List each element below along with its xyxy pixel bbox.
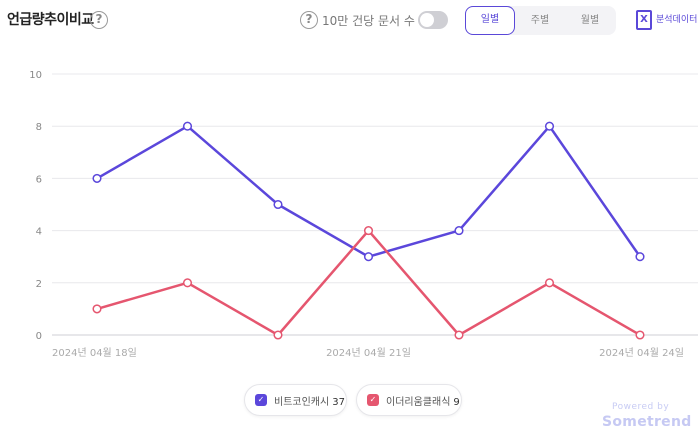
chart-header: 언급량추이비교 ? ? 10만 건당 문서 수 일별 주별 월별 X 분석데이터 bbox=[0, 0, 700, 40]
series-1-point[interactable] bbox=[363, 252, 374, 262]
x-axis-ticks: 2024년 04월 18일 2024년 04월 21일 2024년 04월 24일 bbox=[52, 347, 684, 359]
page-title: 언급량추이비교 bbox=[7, 12, 94, 28]
legend-series-2-count: 9 bbox=[453, 397, 460, 408]
series-1 bbox=[92, 121, 645, 262]
y-tick-label: 2 bbox=[36, 279, 42, 290]
series-1-point[interactable] bbox=[273, 199, 283, 210]
x-tick-label: 2024년 04월 24일 bbox=[599, 347, 684, 359]
period-weekly-button[interactable]: 주별 bbox=[530, 15, 550, 26]
series-2-point[interactable] bbox=[363, 226, 374, 236]
y-tick-label: 8 bbox=[36, 122, 42, 133]
powered-by-label: Powered by bbox=[612, 402, 670, 412]
y-tick-label: 4 bbox=[36, 227, 42, 238]
legend-item-series-2[interactable]: ✓ 이더리움클래식 9 bbox=[356, 384, 462, 416]
series-2-point[interactable] bbox=[544, 278, 555, 288]
y-axis-ticks: 0 2 4 6 8 10 bbox=[29, 70, 42, 342]
excel-icon: X bbox=[636, 10, 652, 30]
series-2-point[interactable] bbox=[454, 330, 464, 340]
help-icon[interactable]: ? bbox=[90, 11, 108, 29]
series-2-point[interactable] bbox=[635, 330, 645, 340]
legend-series-2-name: 이더리움클래식 bbox=[386, 397, 451, 408]
export-data-button[interactable]: X 분석데이터 bbox=[634, 9, 700, 31]
per-100k-toggle-label: 10만 건당 문서 수 bbox=[322, 14, 415, 28]
legend-series-1-name: 비트코인캐시 bbox=[274, 397, 330, 408]
series-1-point[interactable] bbox=[544, 121, 555, 131]
x-tick-label: 2024년 04월 21일 bbox=[326, 347, 411, 359]
series-1-point[interactable] bbox=[182, 121, 193, 131]
series-2-point[interactable] bbox=[92, 304, 102, 314]
legend-series-1-count: 37 bbox=[332, 397, 345, 408]
series-2-point[interactable] bbox=[273, 330, 283, 340]
series-1-line bbox=[96, 124, 642, 258]
series-2-point[interactable] bbox=[182, 278, 193, 288]
period-monthly-button[interactable]: 월별 bbox=[580, 15, 600, 26]
toggle-knob bbox=[420, 13, 434, 27]
per-100k-toggle[interactable] bbox=[418, 11, 448, 29]
series-1-point[interactable] bbox=[92, 173, 102, 183]
y-tick-label: 6 bbox=[36, 174, 42, 185]
export-label: 분석데이터 bbox=[656, 15, 698, 25]
toggle-help-icon[interactable]: ? bbox=[300, 11, 318, 29]
legend-check-icon: ✓ bbox=[255, 394, 267, 406]
series-1-point[interactable] bbox=[454, 226, 464, 236]
legend-item-series-1[interactable]: ✓ 비트코인캐시 37 bbox=[244, 384, 347, 416]
period-selector: 일별 주별 월별 bbox=[465, 6, 616, 35]
y-tick-label: 10 bbox=[29, 70, 42, 81]
brand-logo: Sometrend bbox=[602, 414, 692, 430]
series-1-point[interactable] bbox=[635, 252, 645, 262]
period-daily-button[interactable]: 일별 bbox=[465, 6, 515, 35]
series-2 bbox=[92, 226, 645, 340]
y-tick-label: 0 bbox=[36, 331, 42, 342]
grid-lines bbox=[52, 73, 698, 336]
legend-check-icon: ✓ bbox=[367, 394, 379, 406]
x-tick-label: 2024년 04월 18일 bbox=[52, 347, 137, 359]
series-lines bbox=[92, 121, 645, 340]
